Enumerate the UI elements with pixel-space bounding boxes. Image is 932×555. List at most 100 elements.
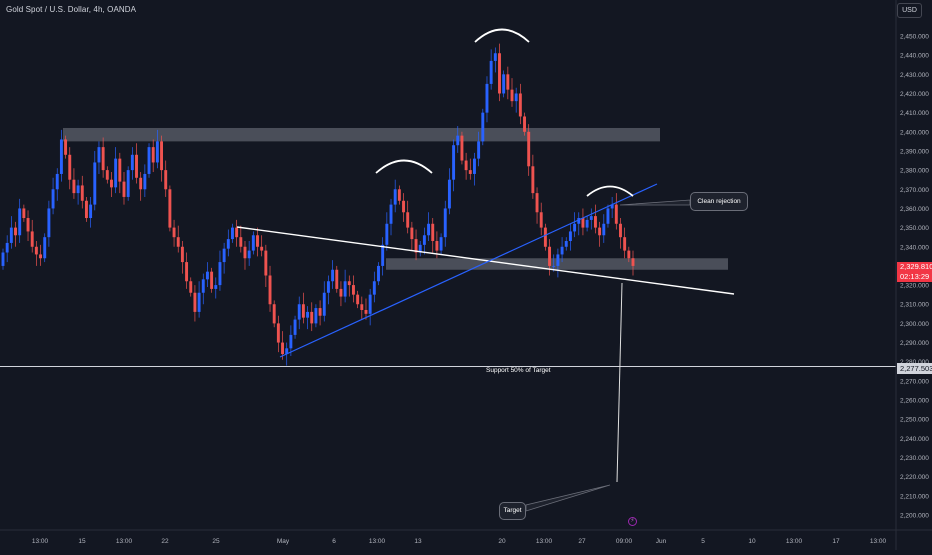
candle-body (285, 348, 289, 355)
candle-body (72, 179, 76, 194)
candle-body (343, 281, 347, 297)
candle-body (402, 200, 405, 213)
candle-body (397, 189, 401, 201)
candle-body (43, 237, 47, 259)
time-tick-label: Jun (656, 538, 667, 545)
candle-body (460, 135, 464, 161)
candle-body (314, 308, 318, 324)
candle-body (193, 292, 197, 312)
candle-body (130, 154, 134, 171)
candle-body (147, 147, 151, 174)
candle-body (539, 212, 543, 228)
time-tick-label: 25 (212, 538, 220, 545)
candle-body (93, 162, 97, 205)
candle-body (155, 141, 159, 163)
candle-body (59, 139, 63, 174)
symbol-title[interactable]: Gold Spot / U.S. Dollar, 4h, OANDA (6, 5, 137, 14)
candle-body (68, 154, 72, 180)
price-tick-label: 2,450.000 (900, 34, 929, 41)
candle-body (276, 323, 280, 343)
candle-body (122, 181, 126, 197)
candle-body (293, 319, 297, 335)
candle-body (251, 235, 255, 251)
candle-body (201, 279, 205, 293)
support-label[interactable]: Support 50% of Target (486, 367, 551, 374)
time-tick-label: 15 (78, 538, 86, 545)
target-pointer (525, 484, 611, 512)
price-tick-label: 2,390.000 (900, 148, 929, 155)
time-tick-label: 13 (414, 538, 422, 545)
candle-body (243, 246, 247, 259)
candle-body (389, 204, 393, 224)
candle-body (26, 218, 30, 232)
candle-body (301, 304, 305, 318)
candle-body (502, 74, 506, 94)
currency-button[interactable]: USD (897, 3, 922, 18)
candle-body (231, 227, 234, 240)
candle-body (498, 53, 501, 94)
candle-body (172, 227, 176, 238)
candle-body (556, 254, 560, 266)
candle-body (210, 271, 214, 289)
candle-body (385, 223, 389, 245)
clean-rejection-pointer (619, 199, 691, 206)
time-tick-label: 13:00 (870, 538, 887, 545)
candle-body (443, 208, 447, 238)
candle-body (393, 189, 397, 205)
target-callout[interactable]: Target (499, 502, 526, 520)
time-tick-label: 13:00 (369, 538, 386, 545)
candle-body (406, 212, 410, 228)
price-tick-label: 2,370.000 (900, 187, 929, 194)
candle-body (510, 89, 514, 102)
candle-body (222, 248, 226, 263)
candle-body (1, 252, 5, 266)
candle-body (247, 250, 251, 259)
candle-body (143, 173, 147, 190)
candle-body (368, 294, 372, 314)
candle-body (185, 262, 189, 282)
candle-body (281, 342, 284, 355)
candle-body (9, 227, 13, 243)
price-tick-label: 2,270.000 (900, 378, 929, 385)
candle-body (205, 271, 209, 280)
target-projection-line (616, 282, 623, 483)
candle-body (101, 147, 105, 171)
candle-body (377, 265, 380, 282)
candle-body (335, 269, 339, 289)
candle-body (352, 285, 355, 295)
candle-body (523, 116, 526, 132)
price-tick-label: 2,400.000 (900, 129, 929, 136)
candle-body (481, 112, 485, 142)
clean-rejection-callout[interactable]: Clean rejection (690, 192, 748, 211)
candle-body (272, 304, 276, 324)
candle-body (126, 170, 130, 197)
candle-body (631, 258, 635, 266)
price-tick-label: 2,410.000 (900, 110, 929, 117)
candle-body (564, 241, 568, 247)
ascending-trendline (279, 183, 658, 358)
lightning-icon[interactable]: ⚡ (628, 517, 637, 526)
candle-body (477, 141, 481, 159)
candle-body (418, 244, 422, 253)
drawing-layer[interactable] (0, 28, 896, 512)
candle-body (105, 170, 109, 180)
bar-countdown: 02:13:29 (900, 272, 930, 281)
price-tick-label: 2,240.000 (900, 436, 929, 443)
candle-body (619, 223, 622, 238)
candle-body (318, 308, 322, 316)
candle-body (22, 208, 26, 219)
candle-body (76, 185, 80, 194)
candle-body (30, 231, 34, 247)
candle-body (310, 311, 314, 324)
candle-body (598, 227, 602, 236)
candle-body (39, 254, 43, 259)
last-price-tag: 2,329.810 02:13:29 (897, 262, 932, 282)
candle-body (435, 241, 439, 251)
candle-body (623, 237, 627, 251)
candle-body (585, 219, 589, 228)
candle-body (410, 227, 414, 240)
price-tick-label: 2,220.000 (900, 474, 929, 481)
